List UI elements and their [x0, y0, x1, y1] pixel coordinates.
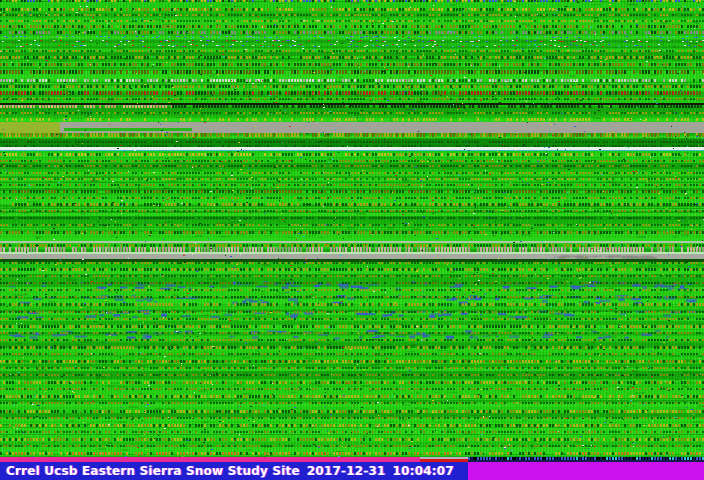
caption-bar: Crrel Ucsb Eastern Sierra Snow Study Sit… — [6, 461, 454, 480]
caption-time: 10:04:07 — [392, 463, 454, 478]
caption-site-label: Crrel Ucsb Eastern Sierra Snow Study Sit… — [6, 463, 300, 478]
caption-date: 2017-12-31 — [306, 463, 386, 478]
